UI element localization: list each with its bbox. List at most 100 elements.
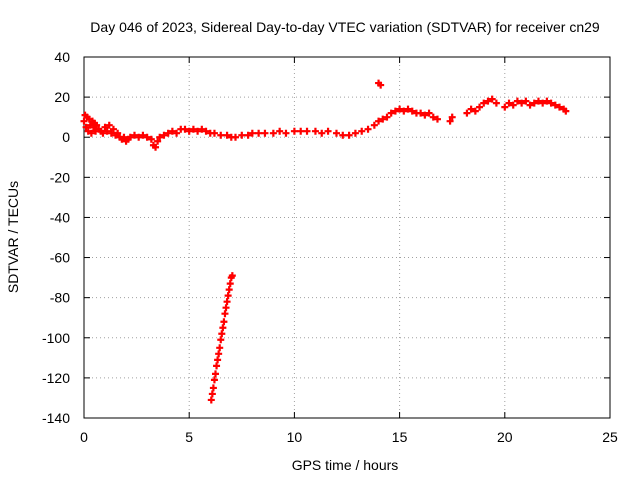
- data-point: [539, 99, 547, 107]
- data-point: [276, 127, 284, 135]
- y-axis-label: SDTVAR / TECUs: [5, 181, 21, 293]
- data-point: [228, 272, 236, 280]
- data-point: [562, 107, 570, 115]
- data-point: [105, 121, 113, 129]
- data-point: [404, 105, 412, 113]
- data-point: [215, 350, 223, 358]
- data-point: [114, 129, 122, 137]
- data-point: [101, 123, 109, 131]
- data-point: [543, 97, 551, 105]
- data-point: [80, 117, 88, 125]
- data-point: [282, 129, 290, 137]
- y-tick-label: -80: [50, 290, 70, 306]
- grid: [84, 57, 610, 418]
- data-point: [269, 129, 277, 137]
- y-tick-label: -120: [42, 370, 70, 386]
- data-point: [103, 127, 111, 135]
- data-point: [225, 286, 233, 294]
- data-point: [345, 131, 353, 139]
- data-point: [400, 107, 408, 115]
- data-point: [202, 127, 210, 135]
- data-point: [484, 97, 492, 105]
- data-point: [364, 125, 372, 133]
- data-point: [210, 376, 218, 384]
- data-point: [244, 131, 252, 139]
- x-axis-label: GPS time / hours: [292, 457, 399, 473]
- data-point: [181, 125, 189, 133]
- y-tick-label: 20: [54, 89, 70, 105]
- y-tick-label: -60: [50, 250, 70, 266]
- plot-frame: [83, 56, 611, 419]
- data-point: [379, 115, 387, 123]
- x-tick-label: 5: [185, 429, 193, 445]
- data-point: [261, 129, 269, 137]
- data-point: [383, 113, 391, 121]
- data-point: [433, 115, 441, 123]
- data-point: [93, 121, 101, 129]
- data-point: [143, 133, 151, 141]
- data-point: [160, 131, 168, 139]
- axis-ticks: 0 5 10 15 20 25 -140 -120 -100 -80 -60 -40 -20 0 20 40: [42, 49, 618, 445]
- data-point: [185, 127, 193, 135]
- x-tick-label: 20: [497, 429, 513, 445]
- y-tick-label: 0: [62, 129, 70, 145]
- data-point: [417, 109, 425, 117]
- data-point: [425, 109, 433, 117]
- data-point: [198, 125, 206, 133]
- data-point: [547, 99, 555, 107]
- y-tick-label: -20: [50, 169, 70, 185]
- data-point: [223, 298, 231, 306]
- data-point: [551, 101, 559, 109]
- data-point: [480, 99, 488, 107]
- data-point: [534, 97, 542, 105]
- data-point: [446, 117, 454, 125]
- data-point: [126, 133, 134, 141]
- data-point: [467, 105, 475, 113]
- data-point: [375, 117, 383, 125]
- data-point: [505, 99, 513, 107]
- data-point: [297, 127, 305, 135]
- data-point: [248, 129, 256, 137]
- data-point: [154, 137, 162, 145]
- data-point: [152, 143, 160, 151]
- data-point: [513, 97, 521, 105]
- data-point: [139, 131, 147, 139]
- y-tick-label: -40: [50, 209, 70, 225]
- y-tick-label: 40: [54, 49, 70, 65]
- data-point: [231, 133, 239, 141]
- chart-title: Day 046 of 2023, Sidereal Day-to-day VTE…: [90, 19, 600, 35]
- data-point: [224, 292, 232, 300]
- data-point: [448, 113, 456, 121]
- x-tick-label: 0: [80, 429, 88, 445]
- data-point: [339, 131, 347, 139]
- data-point: [220, 318, 228, 326]
- data-point: [303, 127, 311, 135]
- data-point: [522, 97, 530, 105]
- data-point: [255, 129, 263, 137]
- data-point: [429, 113, 437, 121]
- data-point: [214, 356, 222, 364]
- data-point: [556, 103, 564, 111]
- data-point: [218, 330, 226, 338]
- data-point: [164, 129, 172, 137]
- data-point: [217, 131, 225, 139]
- data-point: [358, 127, 366, 135]
- x-tick-label: 25: [602, 429, 618, 445]
- data-point: [463, 109, 471, 117]
- data-point: [238, 131, 246, 139]
- data-point: [222, 304, 230, 312]
- data-point: [509, 101, 517, 109]
- data-point: [396, 105, 404, 113]
- data-point: [207, 396, 215, 404]
- data-point: [209, 384, 217, 392]
- data-point: [391, 107, 399, 115]
- data-point: [332, 129, 340, 137]
- data-points: [80, 79, 570, 404]
- data-point: [99, 129, 107, 137]
- x-tick-label: 15: [392, 429, 408, 445]
- data-point: [168, 127, 176, 135]
- data-point: [194, 127, 202, 135]
- data-point: [109, 125, 117, 133]
- data-point: [208, 390, 216, 398]
- data-point: [377, 81, 385, 89]
